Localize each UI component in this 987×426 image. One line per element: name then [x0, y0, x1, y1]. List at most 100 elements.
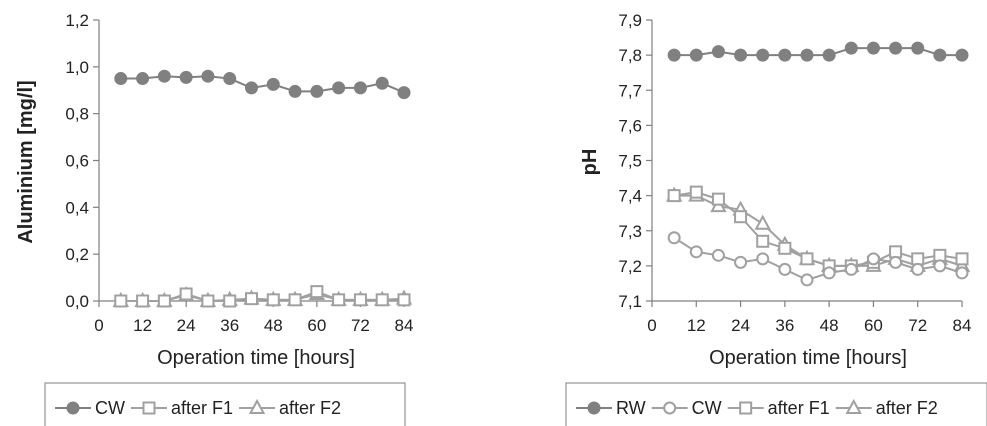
data-point	[911, 41, 925, 55]
x-axis-label: Operation time [hours]	[709, 347, 907, 369]
y-tick-label: 1,0	[65, 58, 89, 77]
series	[667, 231, 969, 287]
legend: RW CW after F1 after F2	[565, 382, 987, 426]
data-point	[933, 48, 947, 62]
legend-label: CW	[95, 398, 125, 418]
legend-box	[44, 382, 406, 426]
data-point	[800, 252, 814, 266]
data-point	[375, 293, 389, 307]
y-tick-label: 7,1	[618, 292, 642, 311]
data-point	[822, 266, 836, 280]
x-axis-label: Operation time [hours]	[157, 347, 355, 369]
data-point	[711, 45, 725, 59]
data-point	[866, 41, 880, 55]
data-point	[667, 231, 681, 245]
legend-marker	[66, 401, 80, 415]
data-point	[911, 252, 925, 266]
x-tick-label: 24	[177, 316, 196, 335]
y-tick-label: 7,2	[618, 257, 642, 276]
data-point	[711, 248, 725, 262]
data-point	[778, 48, 792, 62]
data-point	[689, 245, 703, 259]
data-point	[689, 185, 703, 199]
legend-label: after F2	[876, 398, 938, 418]
y-axis-label: Aluminium [mg/l]	[15, 80, 37, 243]
data-point	[778, 241, 792, 255]
legend-marker	[142, 401, 156, 415]
data-point	[136, 294, 150, 308]
legend-label: after F2	[279, 398, 341, 418]
y-tick-label: 0,8	[65, 105, 89, 124]
y-tick-label: 7,9	[618, 11, 642, 30]
data-point	[800, 273, 814, 287]
x-tick-label: 60	[307, 316, 326, 335]
data-point	[667, 189, 681, 203]
data-point	[179, 287, 193, 301]
data-point	[800, 48, 814, 62]
x-tick-label: 36	[775, 316, 794, 335]
data-point	[889, 41, 903, 55]
x-tick-label: 12	[687, 316, 706, 335]
x-tick-label: 84	[395, 316, 414, 335]
series	[114, 69, 411, 100]
legend-marker	[845, 398, 862, 414]
y-tick-label: 0,0	[65, 292, 89, 311]
data-point	[756, 48, 770, 62]
data-point	[114, 294, 128, 308]
legend-label: CW	[692, 398, 722, 418]
data-point	[397, 86, 411, 100]
ph-chart: pH Operation time [hours] 7,1 7,2 7,3 7,4 7,…	[565, 11, 987, 426]
y-tick-label: 1,2	[65, 11, 89, 30]
x-tick-label: 60	[864, 316, 883, 335]
legend-label: RW	[616, 398, 646, 418]
data-point	[933, 248, 947, 262]
data-point	[844, 262, 858, 276]
data-point	[667, 48, 681, 62]
data-point	[711, 192, 725, 206]
data-point	[955, 252, 969, 266]
data-point	[201, 69, 215, 83]
data-point	[756, 252, 770, 266]
y-tick-label: 7,3	[618, 222, 642, 241]
data-point	[734, 255, 748, 269]
data-point	[223, 72, 237, 86]
legend-label: after F1	[171, 398, 233, 418]
y-tick-label: 0,2	[65, 245, 89, 264]
legend-label: after F1	[768, 398, 830, 418]
data-point	[245, 81, 258, 95]
data-point	[353, 81, 367, 95]
data-point	[353, 293, 367, 307]
data-point	[201, 294, 215, 308]
data-point	[157, 294, 171, 308]
x-tick-label: 0	[94, 316, 103, 335]
data-point	[889, 245, 903, 259]
legend-box	[565, 382, 987, 426]
y-axis-label: pH	[579, 149, 601, 176]
x-tick-label: 72	[908, 316, 927, 335]
x-tick-label: 84	[953, 316, 972, 335]
x-tick-label: 0	[647, 316, 656, 335]
data-point	[266, 77, 280, 91]
series	[667, 41, 969, 62]
x-tick-label: 36	[220, 316, 239, 335]
data-point	[955, 48, 969, 62]
data-point	[866, 252, 880, 266]
data-point	[310, 84, 324, 98]
data-point	[889, 255, 903, 269]
y-tick-label: 7,5	[618, 152, 642, 171]
data-point	[933, 259, 947, 273]
data-point	[114, 72, 128, 86]
legend-marker	[663, 401, 677, 415]
data-point	[266, 293, 280, 307]
data-point	[778, 262, 792, 276]
data-point	[332, 293, 346, 307]
x-tick-label: 12	[133, 316, 152, 335]
data-point	[844, 41, 858, 55]
data-point	[756, 234, 770, 248]
y-tick-label: 0,4	[65, 198, 89, 217]
data-point	[734, 48, 748, 62]
data-point	[754, 214, 771, 230]
data-point	[955, 266, 969, 280]
x-tick-label: 24	[731, 316, 750, 335]
